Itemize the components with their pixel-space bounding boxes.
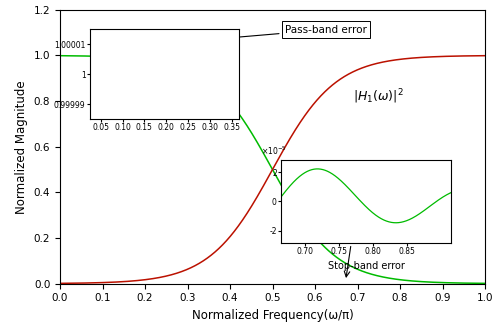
Text: $|H_1(\omega)|^2$: $|H_1(\omega)|^2$ [353, 88, 404, 106]
Text: Pass-band error: Pass-band error [215, 24, 367, 41]
Text: $|H_0(\omega)|^2$: $|H_0(\omega)|^2$ [102, 88, 153, 106]
X-axis label: Normalized Frequency(ω/π): Normalized Frequency(ω/π) [192, 309, 354, 322]
Y-axis label: Normalized Magnitude: Normalized Magnitude [15, 80, 28, 214]
